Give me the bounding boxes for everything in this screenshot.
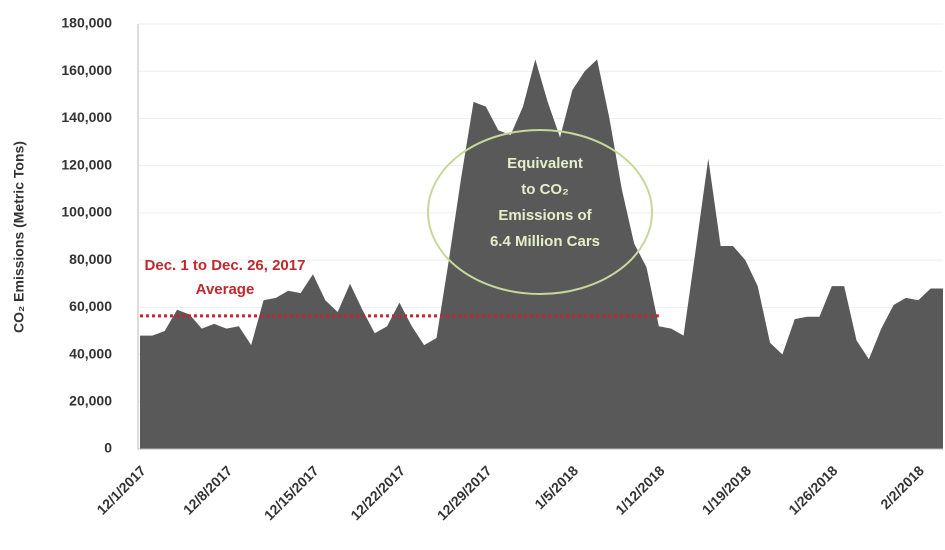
average-label: Dec. 1 to Dec. 26, 2017 — [145, 257, 306, 274]
x-tick-label: 12/15/2017 — [261, 462, 322, 523]
y-tick-label: 140,000 — [61, 109, 112, 125]
annotation-text: to CO₂ — [521, 181, 569, 198]
y-axis-label: CO₂ Emissions (Metric Tons) — [11, 141, 27, 333]
x-tick-label: 1/26/2018 — [785, 462, 841, 518]
y-tick-label: 20,000 — [69, 392, 112, 408]
y-tick-label: 60,000 — [69, 298, 112, 314]
y-tick-label: 80,000 — [69, 251, 112, 267]
annotation-ellipse — [427, 129, 653, 295]
x-tick-label: 1/12/2018 — [612, 462, 668, 518]
y-tick-label: 160,000 — [61, 62, 112, 78]
y-tick-label: 180,000 — [61, 15, 112, 31]
annotation-text: Equivalent — [507, 155, 583, 172]
y-tick-label: 120,000 — [61, 156, 112, 172]
x-tick-label: 2/2/2018 — [877, 462, 927, 512]
x-tick-label: 1/5/2018 — [531, 462, 581, 512]
x-tick-label: 12/8/2017 — [180, 462, 236, 518]
x-tick-label: 12/29/2017 — [434, 462, 495, 523]
area — [140, 59, 943, 450]
annotation-text: 6.4 Million Cars — [490, 233, 600, 250]
x-tick-label: 12/22/2017 — [347, 462, 408, 523]
x-tick-label: 12/1/2017 — [93, 462, 149, 518]
y-tick-label: 40,000 — [69, 345, 112, 361]
average-label: Average — [196, 281, 255, 298]
annotation-text: Emissions of — [498, 207, 592, 224]
y-tick-label: 100,000 — [61, 204, 112, 220]
y-tick-label: 0 — [104, 440, 112, 456]
x-tick-label: 1/19/2018 — [699, 462, 755, 518]
